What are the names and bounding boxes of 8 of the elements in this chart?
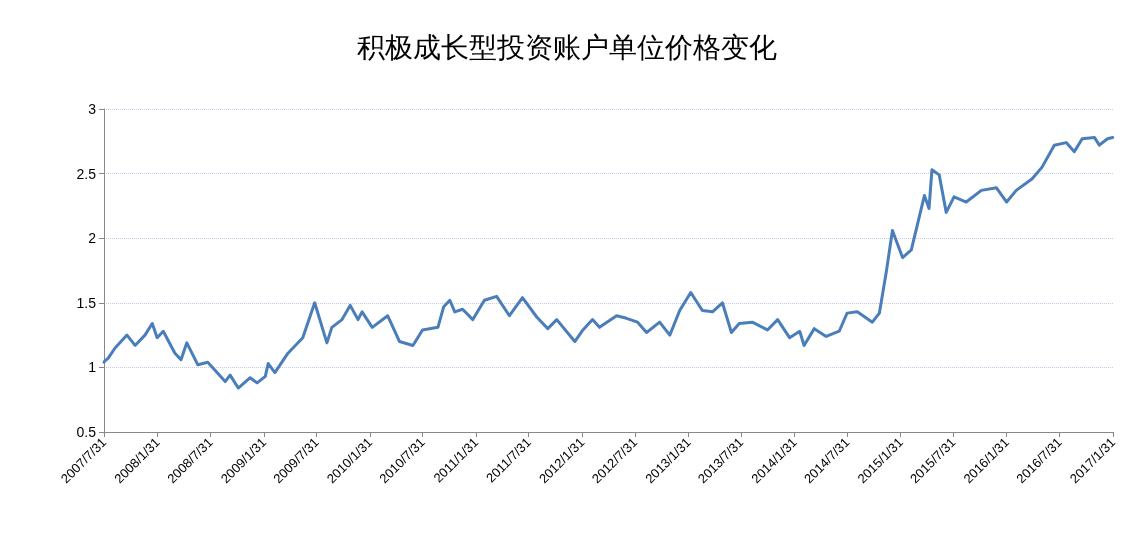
y-tick-label: 1.5 <box>76 294 97 311</box>
y-tick-label: 1 <box>88 359 97 376</box>
y-tick-label: 0.5 <box>76 424 97 440</box>
chart-title: 积极成长型投资账户单位价格变化 <box>357 30 777 64</box>
y-tick-label: 2.5 <box>76 165 97 182</box>
y-tick-label: 3 <box>88 101 97 117</box>
line-series <box>102 135 1115 390</box>
y-tick-label: 2 <box>88 230 97 247</box>
